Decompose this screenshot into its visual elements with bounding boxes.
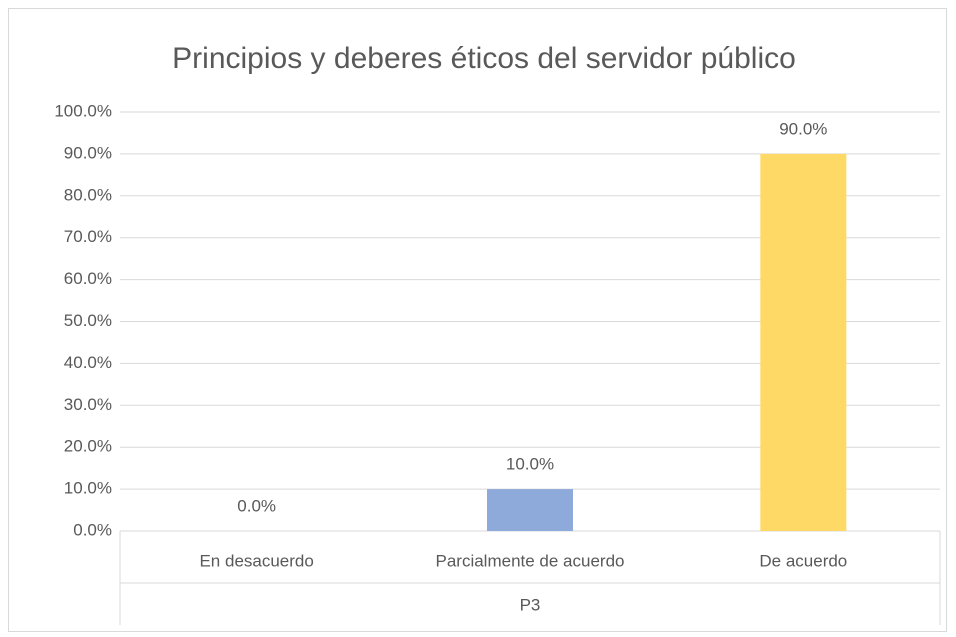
data-label: 0.0% (237, 496, 276, 515)
y-tick-label: 60.0% (64, 269, 112, 288)
bar (487, 489, 573, 531)
y-tick-label: 50.0% (64, 311, 112, 330)
y-tick-label: 30.0% (64, 395, 112, 414)
y-tick-label: 10.0% (64, 479, 112, 498)
y-tick-label: 100.0% (54, 101, 112, 120)
y-tick-label: 90.0% (64, 143, 112, 162)
x-tick-label: De acuerdo (759, 551, 847, 570)
y-tick-label: 40.0% (64, 353, 112, 372)
x-tick-label: En desacuerdo (199, 551, 313, 570)
y-tick-label: 70.0% (64, 227, 112, 246)
data-label: 90.0% (779, 119, 827, 138)
x-tick-label: Parcialmente de acuerdo (435, 551, 624, 570)
y-tick-label: 80.0% (64, 185, 112, 204)
data-label: 10.0% (506, 455, 554, 474)
y-tick-label: 20.0% (64, 437, 112, 456)
y-tick-label: 0.0% (73, 520, 112, 539)
bar (760, 153, 847, 531)
chart-title: Principios y deberes éticos del servidor… (172, 42, 796, 75)
x-group-label: P3 (520, 595, 541, 614)
